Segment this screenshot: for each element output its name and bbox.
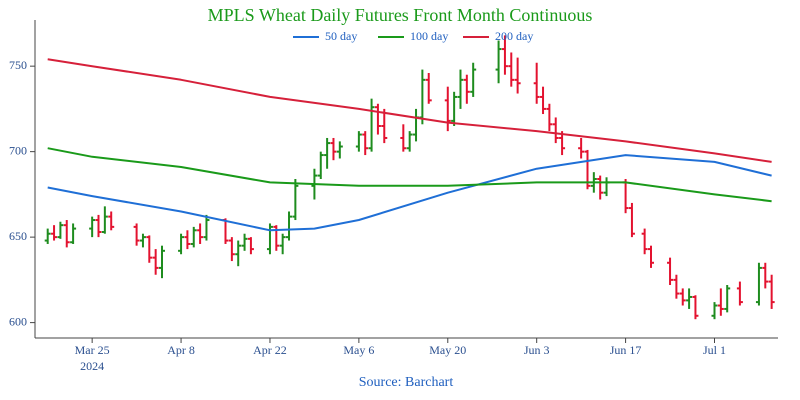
x-tick-label: Apr 22: [253, 343, 287, 357]
chart-title: MPLS Wheat Daily Futures Front Month Con…: [208, 5, 593, 25]
x-tick-label: Jun 3: [524, 343, 550, 357]
y-tick-label: 700: [9, 143, 27, 157]
y-tick-label: 650: [9, 229, 27, 243]
y-tick-label: 750: [9, 58, 27, 72]
x-tick-label: Jul 1: [703, 343, 726, 357]
x-tick-label: Apr 8: [167, 343, 195, 357]
source-note: Source: Barchart: [359, 375, 454, 390]
x-tick-label: Jun 17: [610, 343, 642, 357]
x-tick-label: Mar 25: [75, 343, 110, 357]
y-tick-label: 600: [9, 314, 27, 328]
legend-label: 200 day: [495, 29, 533, 43]
x-year-label: 2024: [80, 359, 104, 373]
x-tick-label: May 20: [429, 343, 466, 357]
legend-label: 50 day: [325, 29, 357, 43]
moving-average-line: [47, 154, 772, 232]
moving-average-line: [47, 147, 772, 203]
legend-label: 100 day: [410, 29, 448, 43]
x-tick-label: May 6: [343, 343, 374, 357]
moving-average-line: [47, 58, 772, 163]
